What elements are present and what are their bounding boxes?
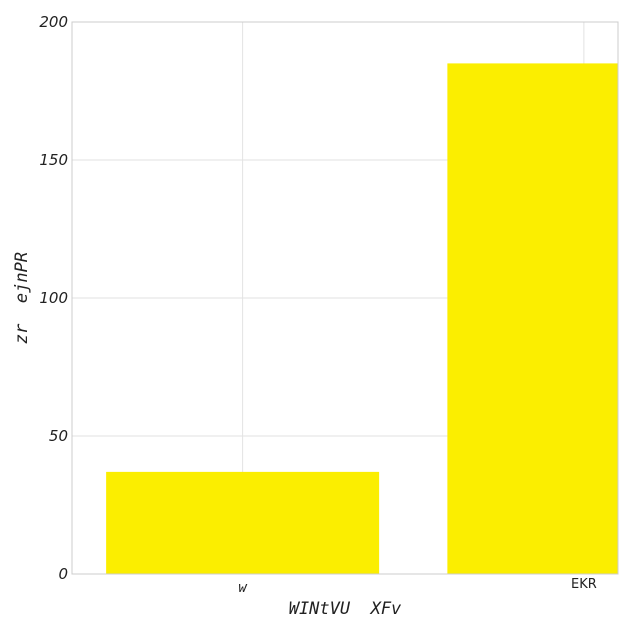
y-tick-label: 150 <box>39 151 68 169</box>
x-tick-label: w <box>238 580 247 596</box>
bar-ekr <box>447 63 618 575</box>
x-axis-ticks: w EKR <box>238 577 596 596</box>
y-axis-title: zr ejnPR <box>12 252 32 344</box>
y-tick-label: 200 <box>39 13 68 31</box>
plot-frame <box>71 21 619 575</box>
y-tick-label: 0 <box>58 565 68 583</box>
bars <box>106 63 618 575</box>
bar-w <box>106 471 380 574</box>
y-tick-label: 50 <box>49 427 68 445</box>
y-axis-ticks: 0 50 100 150 200 <box>39 13 68 583</box>
x-axis-title: WINtVU XFv <box>289 599 402 619</box>
y-tick-label: 100 <box>39 289 68 307</box>
x-tick-label: EKR <box>571 577 597 592</box>
